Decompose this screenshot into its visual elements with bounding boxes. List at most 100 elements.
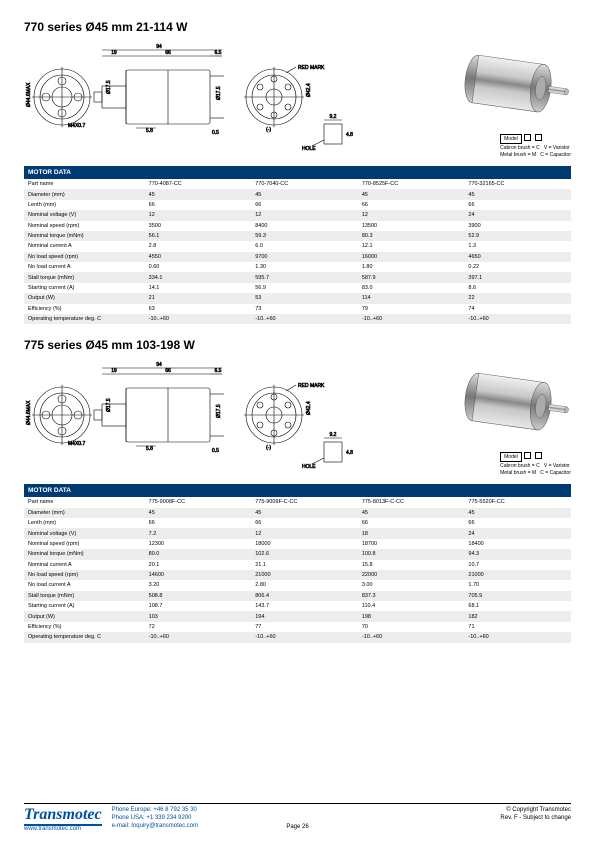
brand-logo: Transmotec	[24, 807, 102, 826]
svg-text:RED MARK: RED MARK	[298, 383, 325, 389]
table-row: Nominal speed (rpm)35008400135003900	[24, 221, 571, 231]
svg-text:19: 19	[111, 50, 117, 56]
table-cell: -10..+60	[251, 632, 358, 642]
website-link[interactable]: www.transmotec.com	[24, 826, 102, 832]
row-label: Stall torque (mNm)	[24, 272, 145, 282]
table-row: Nominal voltage (V)12121224	[24, 210, 571, 220]
table-cell: 80.3	[358, 231, 465, 241]
table-cell: 3900	[464, 221, 571, 231]
table-row: Starting current (A)108.7143.7110.468.1	[24, 601, 571, 611]
table-row: Lenth (mm)66666666	[24, 518, 571, 528]
table-cell: 94.3	[464, 549, 571, 559]
table-cell: 775-9008F-CC	[145, 497, 252, 507]
table-cell: 45	[145, 508, 252, 518]
svg-text:0.5: 0.5	[212, 448, 219, 454]
table-cell: 837.3	[358, 591, 465, 601]
row-label: Operating temperature deg. C	[24, 632, 145, 642]
table-row: Diameter (mm)45454545	[24, 508, 571, 518]
row-label: No load current A	[24, 262, 145, 272]
table-cell: 74	[464, 304, 571, 314]
row-label: Lenth (mm)	[24, 200, 145, 210]
table-cell: 12.1	[358, 241, 465, 251]
page-footer: Transmotec www.transmotec.com Phone Euro…	[24, 803, 571, 832]
svg-text:Ø17.5: Ø17.5	[106, 398, 112, 412]
table-cell: 18400	[464, 539, 571, 549]
table-cell: 18	[358, 528, 465, 538]
table-cell: 12300	[145, 539, 252, 549]
table-cell: 8400	[251, 221, 358, 231]
table-row: No load speed (rpm)45509700160004650	[24, 252, 571, 262]
table-row: Operating temperature deg. C-10..+60-10.…	[24, 314, 571, 324]
row-label: Nominal current A	[24, 560, 145, 570]
table-cell: 14600	[145, 570, 252, 580]
table-cell: 397.1	[464, 272, 571, 282]
drawing-row: 94 19 66 6.5 Ø44.6MAX M4X0.7 Ø17.5 5.8	[24, 42, 571, 158]
table-cell: 66	[464, 518, 571, 528]
table-cell: 587.9	[358, 272, 465, 282]
table-cell: 45	[358, 189, 465, 199]
table-cell: -10..+60	[464, 632, 571, 642]
table-cell: 775-9009F-C-CC	[251, 497, 358, 507]
table-cell: 6.0	[251, 241, 358, 251]
table-cell: 66	[464, 200, 571, 210]
row-label: Nominal torque (mNm)	[24, 231, 145, 241]
table-cell: 103	[145, 611, 252, 621]
svg-text:(-): (-)	[266, 445, 271, 451]
svg-text:66: 66	[165, 368, 171, 374]
table-cell: 770-8525F-CC	[358, 179, 465, 189]
table-row: Lenth (mm)66666666	[24, 200, 571, 210]
row-label: Output (W)	[24, 293, 145, 303]
table-row: Starting current (A)14.156.983.08.6	[24, 283, 571, 293]
table-cell: 63	[145, 304, 252, 314]
table-cell: 8.6	[464, 283, 571, 293]
row-label: Lenth (mm)	[24, 518, 145, 528]
table-row: No load current A3.202.803.001.70	[24, 580, 571, 590]
table-cell: 66	[145, 200, 252, 210]
svg-text:94: 94	[156, 44, 162, 50]
table-header: MOTOR DATA	[24, 484, 571, 497]
table-cell: 2.80	[251, 580, 358, 590]
table-cell: -10..+60	[358, 314, 465, 324]
table-cell: 9700	[251, 252, 358, 262]
table-cell: 12	[145, 210, 252, 220]
table-cell: -10..+60	[358, 632, 465, 642]
technical-drawing: 94 19 66 6.5 Ø44.6MAX M4X0.7 Ø17.5 5.8	[24, 42, 354, 152]
phone-usa: Phone USA: +1 339 234 9200	[112, 815, 198, 823]
table-cell: 0.22	[464, 262, 571, 272]
table-cell: 22	[464, 293, 571, 303]
table-cell: 194	[251, 611, 358, 621]
svg-text:9.2: 9.2	[330, 114, 337, 120]
table-cell: 56.9	[251, 283, 358, 293]
drawing-row: 94 19 66 6.5 Ø44.6MAX M4X0.7 Ø17.5 5.8	[24, 360, 571, 476]
table-cell: 45	[358, 508, 465, 518]
table-cell: 66	[145, 518, 252, 528]
table-cell: 14.1	[145, 283, 252, 293]
table-cell: 45	[464, 189, 571, 199]
row-label: Nominal torque (mNm)	[24, 549, 145, 559]
table-cell: 45	[251, 189, 358, 199]
table-cell: 10.7	[464, 560, 571, 570]
table-cell: 334.1	[145, 272, 252, 282]
table-cell: -10..+60	[464, 314, 571, 324]
svg-text:Ø17.5: Ø17.5	[216, 404, 222, 418]
table-cell: 1.30	[251, 262, 358, 272]
table-cell: -10..+60	[145, 632, 252, 642]
table-cell: 12	[251, 210, 358, 220]
table-cell: 83.0	[358, 283, 465, 293]
table-cell: 72	[145, 622, 252, 632]
table-cell: 775-5520F-CC	[464, 497, 571, 507]
row-label: Nominal current A	[24, 241, 145, 251]
table-cell: 79	[358, 304, 465, 314]
model-legend: Model Cabron brush = C V = Varistor Meta…	[500, 134, 571, 158]
svg-text:5.8: 5.8	[146, 446, 153, 452]
table-row: Nominal current A20.121.115.810.7	[24, 560, 571, 570]
svg-text:Ø44.6MAX: Ø44.6MAX	[26, 82, 32, 107]
svg-text:4.8: 4.8	[346, 132, 353, 138]
table-cell: 18700	[358, 539, 465, 549]
table-cell: 20.1	[145, 560, 252, 570]
table-cell: 66	[251, 200, 358, 210]
table-cell: 3.00	[358, 580, 465, 590]
svg-text:19: 19	[111, 368, 117, 374]
svg-text:9.2: 9.2	[330, 432, 337, 438]
table-cell: 52.9	[464, 231, 571, 241]
